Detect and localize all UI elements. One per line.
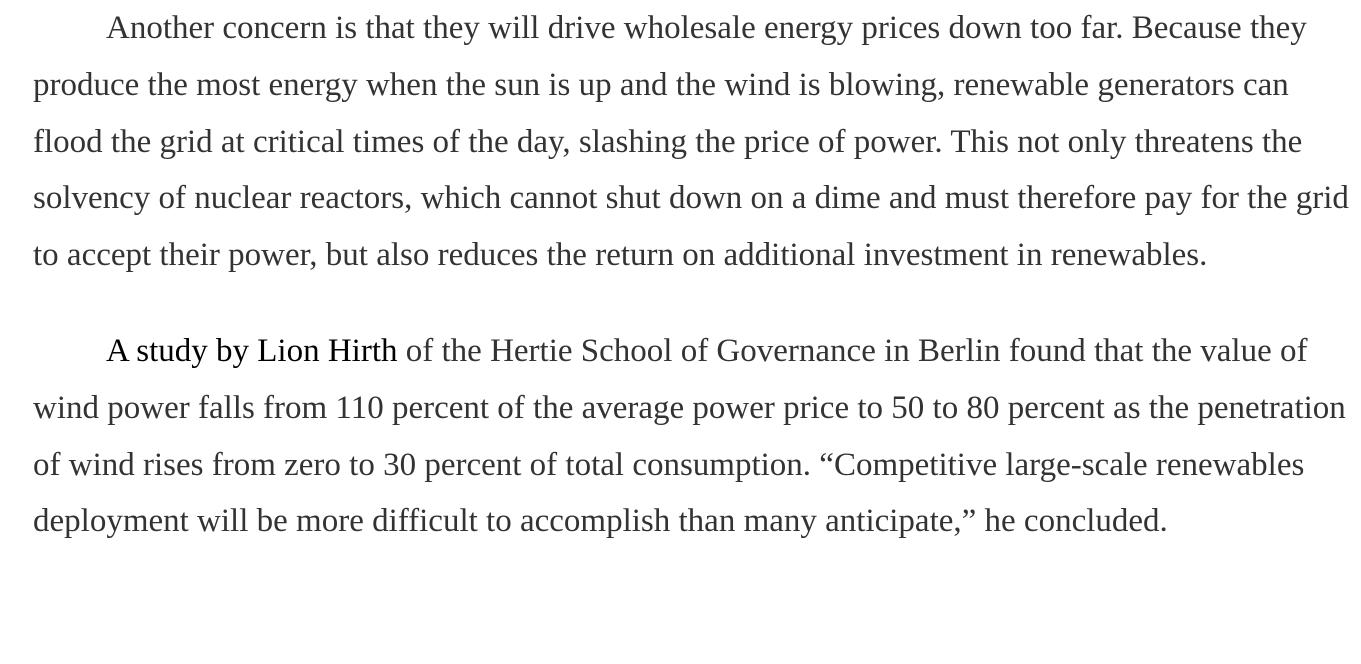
paragraph-hirth-study-text: of the Hertie School of Governance in Be… <box>33 332 1346 540</box>
paragraph-wholesale-prices: Another concern is that they will drive … <box>33 10 1349 274</box>
study-link[interactable]: A study by Lion Hirth <box>106 332 398 369</box>
article-body: Another concern is that they will drive … <box>33 0 1353 550</box>
paragraph-hirth-study: A study by Lion Hirth of the Hertie Scho… <box>33 323 1353 550</box>
